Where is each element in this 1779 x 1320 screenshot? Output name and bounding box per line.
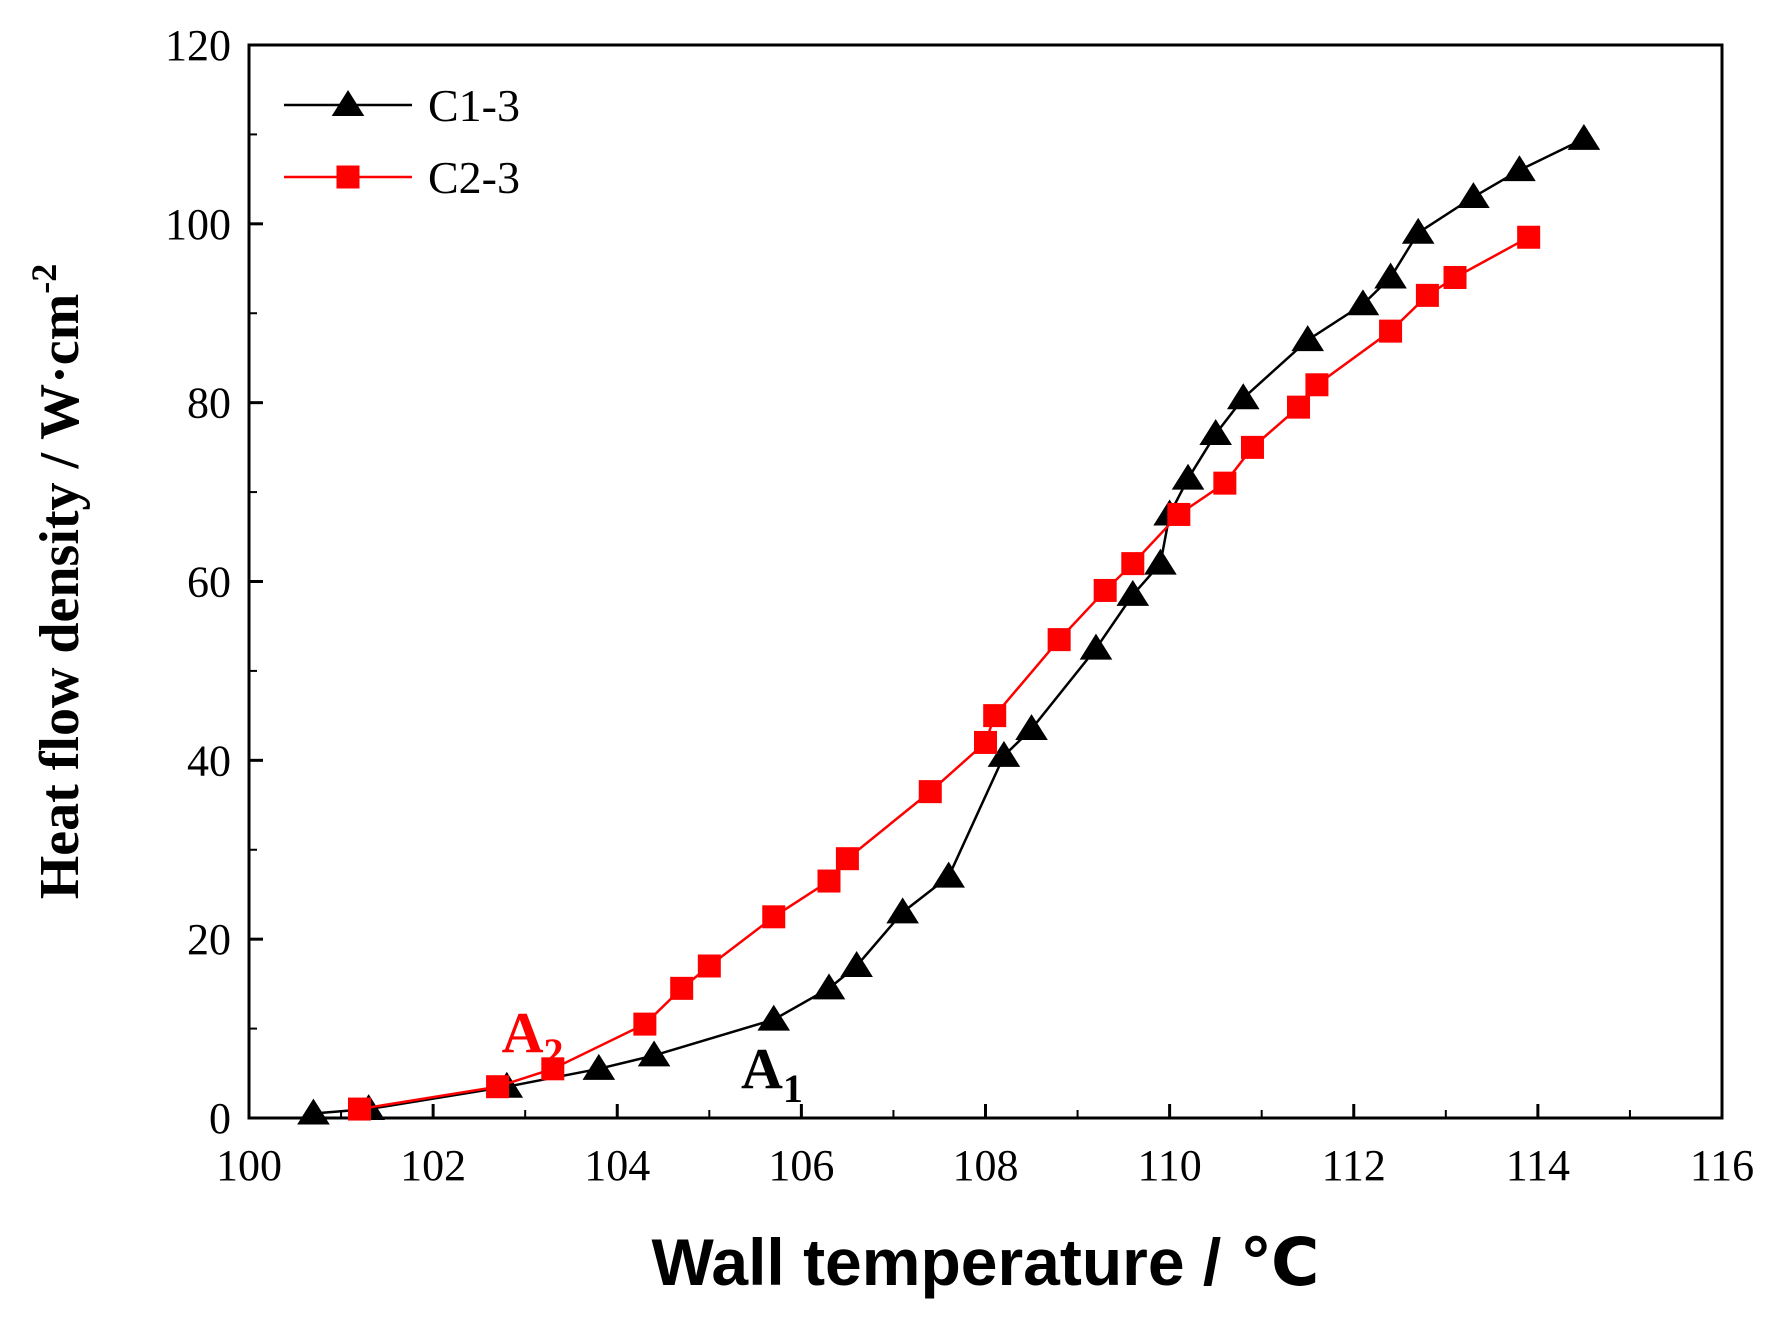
- data-point-c1-3: [1015, 714, 1048, 741]
- data-point-c1-3: [1171, 463, 1205, 490]
- y-tick-label: 0: [209, 1094, 231, 1143]
- data-point-c2-3: [817, 869, 841, 893]
- legend-marker-c1-3: [331, 90, 365, 116]
- annotation-a2: A2: [502, 1000, 564, 1075]
- data-point-c2-3: [1379, 319, 1403, 343]
- data-point-c2-3: [1305, 373, 1329, 397]
- data-point-c2-3: [1047, 628, 1071, 652]
- data-point-c1-3: [1079, 633, 1113, 660]
- data-point-c1-3: [886, 897, 919, 924]
- data-point-c2-3: [1240, 435, 1264, 459]
- data-point-c2-3: [1167, 502, 1191, 526]
- data-point-c2-3: [486, 1075, 510, 1099]
- plot-frame: [247, 43, 1724, 1120]
- x-tick-label: 102: [400, 1141, 466, 1190]
- data-point-c2-3: [1213, 471, 1237, 495]
- x-tick-label: 114: [1506, 1141, 1570, 1190]
- data-point-c1-3: [932, 861, 965, 888]
- data-point-c1-3: [987, 740, 1021, 767]
- data-point-c1-3: [1567, 123, 1601, 150]
- x-tick-label: 108: [953, 1141, 1019, 1190]
- data-point-c1-3: [1503, 155, 1536, 182]
- data-point-c2-3: [918, 780, 942, 804]
- data-point-c1-3: [757, 1004, 791, 1031]
- data-point-c1-3: [582, 1053, 616, 1080]
- annotation-a1: A1: [741, 1036, 803, 1111]
- annotation-subscript: 2: [543, 1030, 563, 1075]
- data-point-c2-3: [670, 976, 694, 1000]
- plot-layer: [247, 43, 1724, 1125]
- x-axis-label: Wall temperature / ℃: [652, 1225, 1320, 1299]
- y-tick-label: 60: [187, 558, 231, 607]
- data-point-c1-3: [812, 973, 846, 1000]
- x-tick-label: 110: [1137, 1141, 1201, 1190]
- data-point-c1-3: [637, 1040, 671, 1067]
- y-tick-label: 40: [187, 736, 231, 785]
- y-tick-label: 80: [187, 379, 231, 428]
- series-line-c2-3: [359, 236, 1530, 1111]
- legend-label-c1-3: C1-3: [428, 80, 520, 131]
- x-tick-label: 106: [768, 1141, 834, 1190]
- data-point-c1-3: [297, 1098, 330, 1125]
- y-axis-label-superscript: -2: [24, 264, 64, 294]
- data-point-c2-3: [347, 1097, 371, 1121]
- data-point-c2-3: [1415, 283, 1439, 307]
- data-point-c1-3: [1199, 419, 1232, 445]
- data-point-c1-3: [1457, 182, 1490, 209]
- x-tick-label: 104: [584, 1141, 650, 1190]
- x-tick-label: 116: [1690, 1141, 1754, 1190]
- data-point-c1-3: [840, 951, 873, 977]
- data-point-c2-3: [983, 704, 1007, 728]
- data-point-c2-3: [974, 730, 997, 754]
- data-point-c1-3: [1374, 262, 1407, 289]
- legend: C1-3 C2-3: [284, 80, 520, 203]
- data-point-c2-3: [633, 1012, 657, 1036]
- data-point-c1-3: [1144, 548, 1177, 575]
- data-point-c2-3: [1093, 578, 1117, 602]
- data-point-c1-3: [1116, 579, 1150, 606]
- legend-label-c2-3: C2-3: [428, 152, 520, 203]
- data-point-c2-3: [762, 905, 786, 929]
- axis-labels: 100 102 104 106 108 110 112 114 116 0 20 40 60 80 100 1…: [24, 21, 1754, 1299]
- data-point-c2-3: [1287, 395, 1311, 419]
- y-tick-label: 120: [165, 21, 231, 70]
- legend-marker-c2-3: [336, 165, 360, 189]
- data-point-c1-3: [1291, 325, 1325, 352]
- data-point-c2-3: [1517, 225, 1541, 249]
- y-axis-label-text: Heat flow density / W·cm: [29, 294, 91, 900]
- y-axis-label: Heat flow density / W·cm-2: [24, 264, 91, 900]
- y-tick-label: 100: [165, 200, 231, 249]
- y-tick-label: 20: [187, 915, 231, 964]
- data-point-c2-3: [697, 954, 721, 978]
- data-point-c1-3: [1401, 217, 1435, 244]
- data-point-c1-3: [1226, 383, 1260, 410]
- data-point-c2-3: [835, 847, 859, 871]
- data-point-c1-3: [1346, 289, 1380, 316]
- annotation-letter: A: [502, 1000, 544, 1065]
- data-point-c2-3: [1121, 552, 1145, 576]
- annotation-letter: A: [741, 1036, 783, 1101]
- data-point-c2-3: [1443, 265, 1467, 289]
- x-tick-label: 100: [216, 1141, 282, 1190]
- annotation-subscript: 1: [783, 1066, 803, 1111]
- data-point-c2-3: [541, 1057, 565, 1081]
- x-tick-label: 112: [1322, 1141, 1386, 1190]
